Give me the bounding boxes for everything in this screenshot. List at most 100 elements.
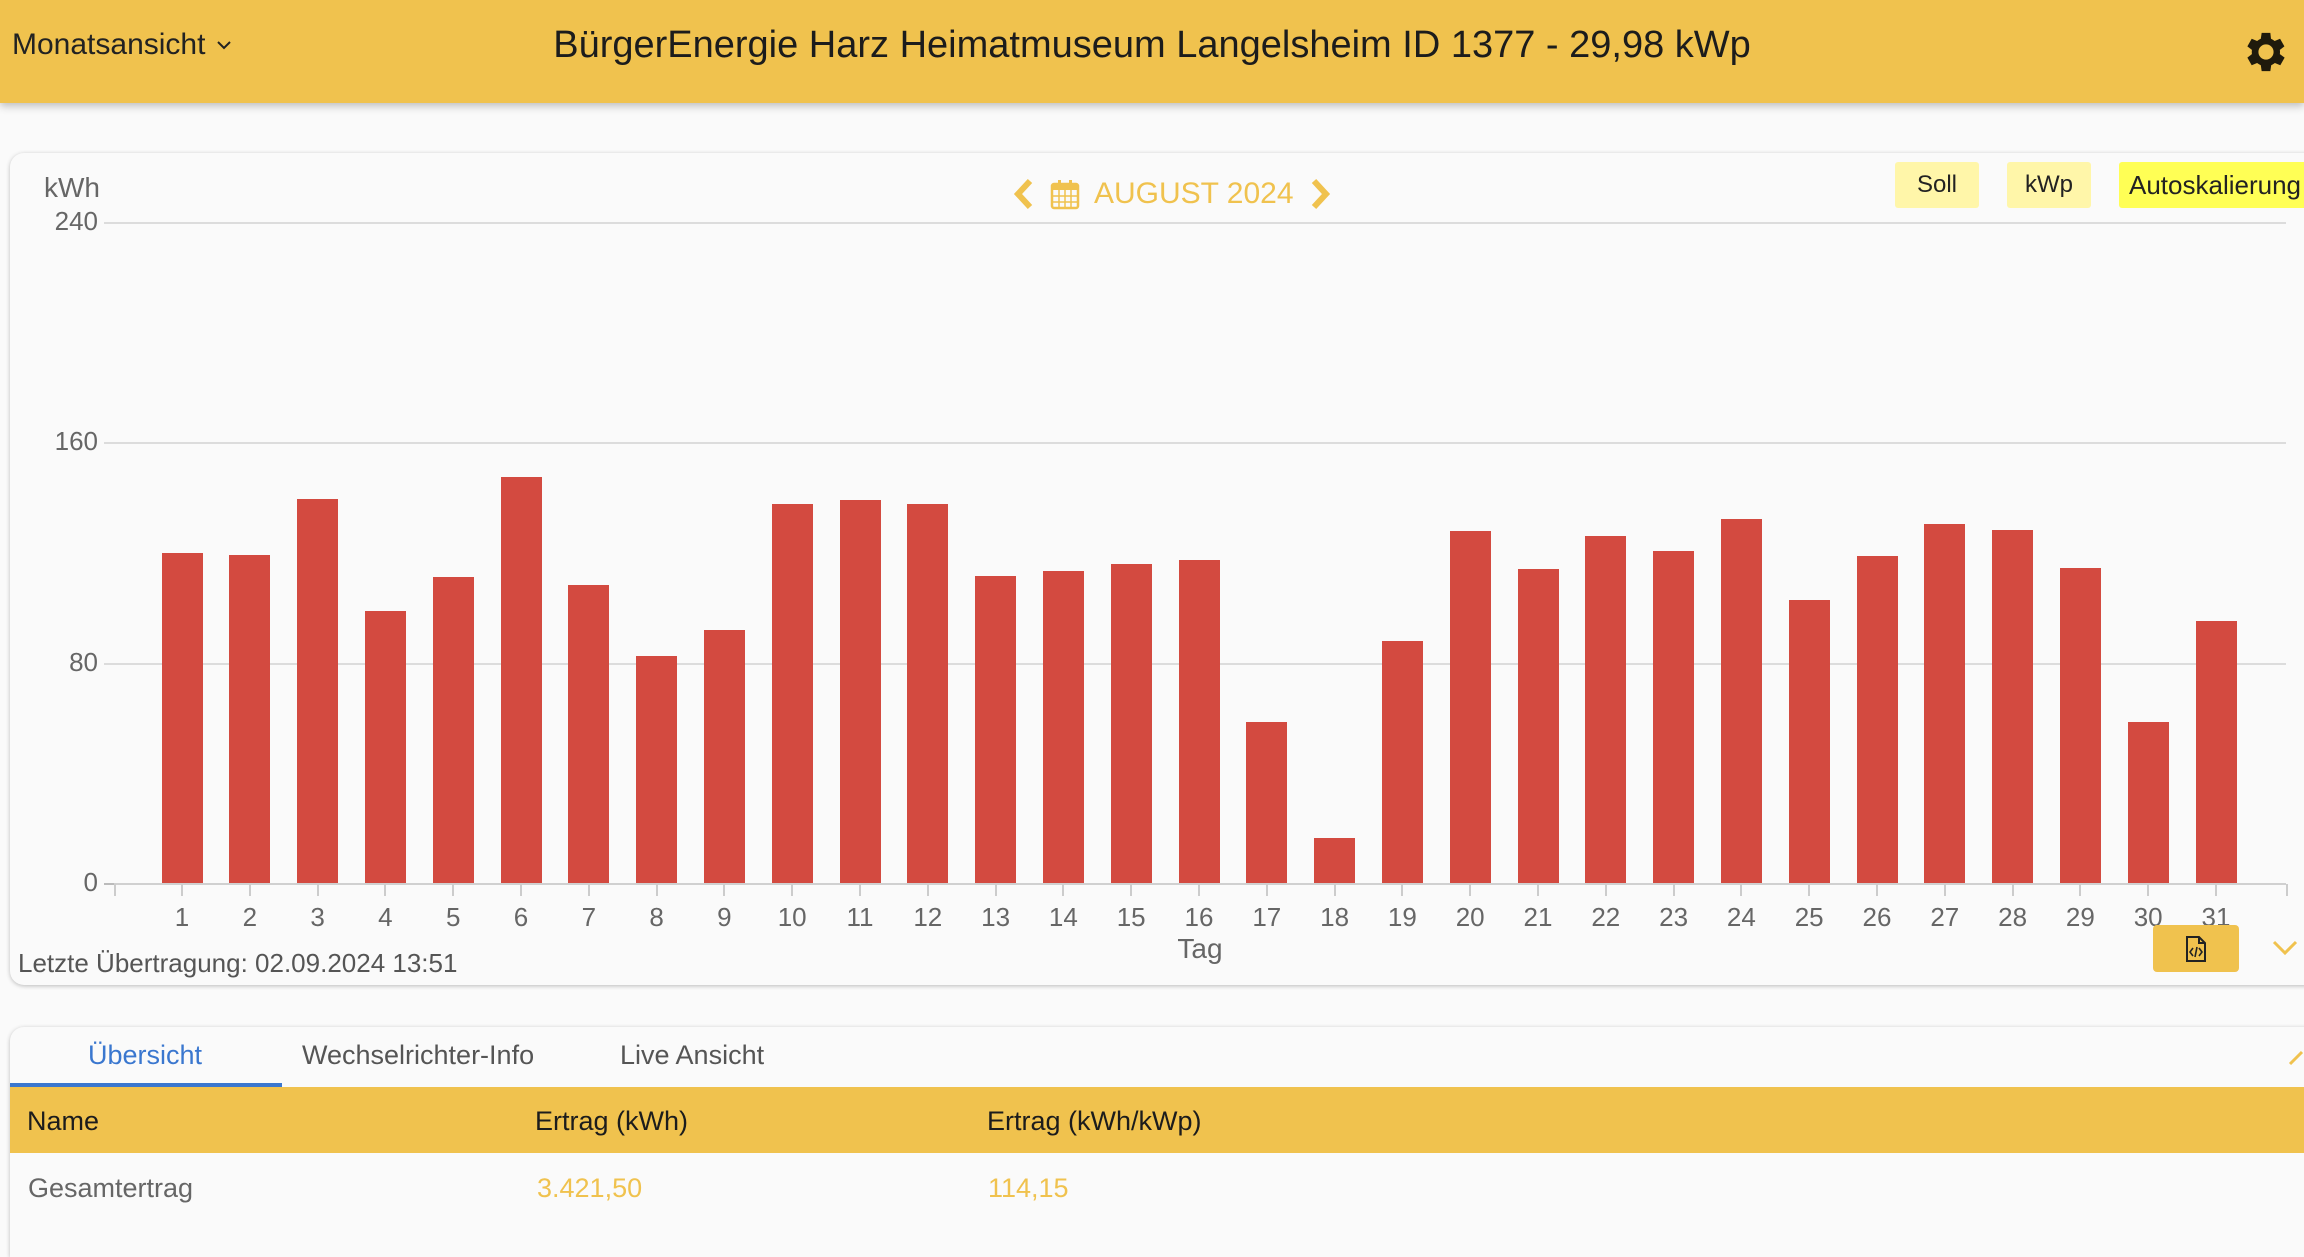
autoscale-toggle[interactable]: Autoskalierung: [2119, 162, 2304, 208]
x-tick: [859, 884, 861, 896]
table-cell-name: Gesamtertrag: [28, 1173, 194, 1203]
y-tick-label: 0: [83, 867, 98, 897]
bar-day-12[interactable]: [907, 504, 949, 883]
x-tick: [791, 884, 794, 896]
bar-day-21[interactable]: [1517, 568, 1559, 883]
table-cell-ertrag-kwh: 3.421,50: [537, 1173, 643, 1203]
bar-day-15[interactable]: [1110, 564, 1152, 883]
x-tick: [926, 884, 929, 896]
gear-icon[interactable]: [2240, 26, 2292, 78]
x-tick-label: 29: [2065, 902, 2095, 932]
x-tick: [384, 884, 387, 896]
x-tick: [181, 884, 183, 896]
gridline: [104, 442, 2286, 445]
y-axis-title: kWh: [44, 172, 100, 203]
bar-day-6[interactable]: [500, 477, 542, 883]
bar-day-13[interactable]: [975, 575, 1017, 883]
bar-day-2[interactable]: [229, 554, 271, 883]
x-tick-label: 20: [1455, 902, 1485, 932]
x-tick-label: 12: [913, 902, 943, 932]
tab-live-ansicht[interactable]: Live Ansicht: [620, 1040, 765, 1070]
x-tick: [587, 884, 590, 896]
bar-day-8[interactable]: [636, 655, 678, 883]
bar-day-31[interactable]: [2195, 620, 2237, 883]
view-mode-dropdown[interactable]: Monatsansicht: [12, 28, 233, 62]
x-tick-label: 24: [1726, 902, 1756, 932]
x-tick: [655, 884, 658, 896]
last-transmission: Letzte Übertragung: 02.09.2024 13:51: [18, 948, 458, 978]
bar-day-14[interactable]: [1042, 570, 1084, 883]
x-tick-label: 2: [242, 902, 258, 932]
bar-day-11[interactable]: [839, 500, 881, 883]
x-tick: [2215, 884, 2217, 896]
chevron-left-icon[interactable]: [1010, 177, 1036, 211]
tab-uebersicht[interactable]: Übersicht: [88, 1040, 203, 1070]
axis-tick: [104, 883, 114, 885]
calendar-icon: [1050, 180, 1080, 210]
tab-wechselrichter-info[interactable]: Wechselrichter-Info: [302, 1040, 535, 1070]
chevron-down-icon[interactable]: [2272, 940, 2298, 956]
bar-day-9[interactable]: [703, 630, 745, 883]
x-tick: [1469, 884, 1472, 896]
bar-day-10[interactable]: [771, 504, 813, 883]
bar-day-27[interactable]: [1924, 524, 1966, 883]
bar-day-1[interactable]: [161, 553, 203, 883]
x-tick-label: 18: [1320, 902, 1350, 932]
file-code-icon: [2186, 935, 2206, 962]
bar-day-19[interactable]: [1381, 641, 1423, 883]
page-title: BürgerEnergie Harz Heimatmuseum Langelsh…: [553, 24, 1751, 66]
bar-day-20[interactable]: [1449, 531, 1491, 883]
bar-day-26[interactable]: [1856, 555, 1898, 883]
gridline: [104, 222, 2286, 224]
x-tick: [1808, 884, 1811, 896]
x-tick: [1943, 884, 1946, 896]
x-tick: [994, 884, 997, 896]
x-tick-label: 3: [310, 902, 325, 932]
x-tick: [1265, 884, 1268, 896]
chevron-right-icon[interactable]: [1308, 177, 1334, 211]
bar-day-4[interactable]: [364, 611, 406, 883]
bar-day-5[interactable]: [432, 576, 474, 883]
x-tick: [1740, 884, 1743, 896]
bar-day-28[interactable]: [1992, 530, 2034, 883]
x-tick-label: 6: [513, 902, 529, 932]
bar-day-29[interactable]: [2059, 567, 2101, 883]
bar-day-18[interactable]: [1314, 838, 1356, 883]
view-mode-label: Monatsansicht: [12, 28, 206, 61]
x-tick-label: 8: [649, 902, 664, 932]
active-tab-indicator: [10, 1083, 282, 1087]
x-tick: [452, 884, 455, 896]
x-tick: [1198, 884, 1200, 896]
soll-toggle[interactable]: Soll: [1895, 162, 1979, 208]
bar-day-22[interactable]: [1585, 535, 1627, 883]
bar-day-25[interactable]: [1788, 600, 1830, 883]
x-tick: [1333, 884, 1336, 896]
bar-day-23[interactable]: [1653, 550, 1695, 883]
x-tick: [2286, 884, 2288, 896]
chevron-up-icon[interactable]: [2288, 1050, 2304, 1066]
x-tick: [1537, 884, 1539, 896]
kwp-toggle[interactable]: kWp: [2007, 162, 2091, 208]
x-tick: [1062, 884, 1065, 896]
bar-day-17[interactable]: [1246, 722, 1288, 883]
x-tick-label: 5: [445, 902, 461, 932]
x-tick-label: 4: [378, 902, 393, 932]
bar-day-24[interactable]: [1720, 519, 1762, 883]
x-tick-label: 11: [846, 902, 874, 932]
bar-day-16[interactable]: [1178, 560, 1220, 883]
x-tick: [520, 884, 522, 896]
x-tick: [2147, 884, 2150, 896]
column-header-ertrag-kwh-kwp: Ertrag (kWh/kWp): [987, 1106, 1202, 1136]
period-label[interactable]: AUGUST 2024: [1094, 177, 1294, 210]
bar-day-7[interactable]: [568, 584, 610, 883]
x-tick: [2079, 884, 2082, 896]
app-header: Monatsansicht BürgerEnergie Harz Heimatm…: [0, 0, 2304, 103]
bar-day-30[interactable]: [2127, 722, 2169, 883]
bar-day-3[interactable]: [297, 499, 339, 883]
export-button[interactable]: [2153, 925, 2239, 972]
x-tick: [248, 884, 251, 896]
x-tick-label: 16: [1184, 902, 1214, 932]
x-tick-label: 1: [174, 902, 190, 932]
x-tick-label: 25: [1794, 902, 1824, 932]
x-tick-label: 9: [717, 902, 732, 932]
